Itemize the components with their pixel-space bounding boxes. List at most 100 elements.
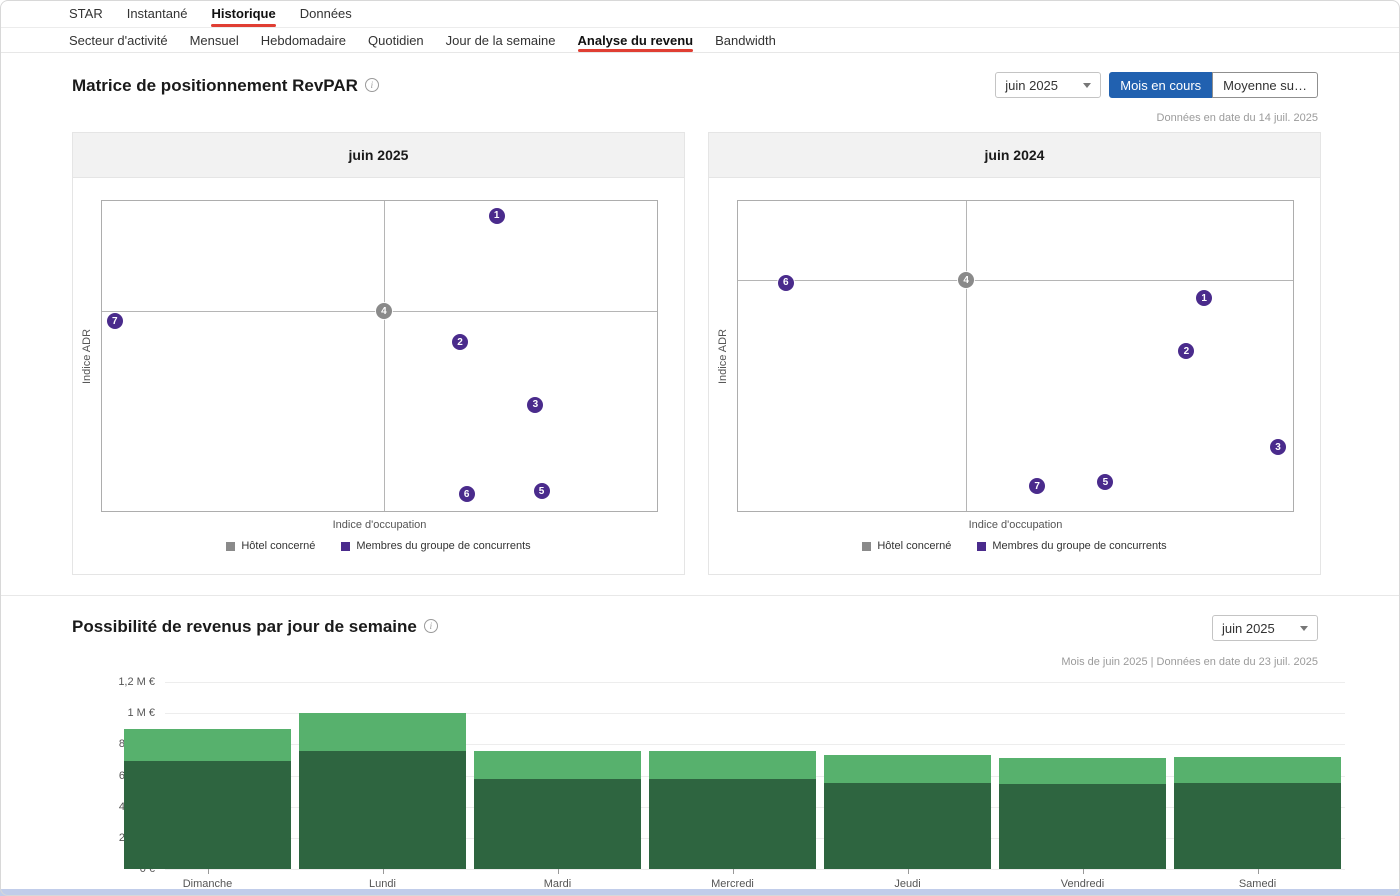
bar-dimanche[interactable]	[120, 682, 295, 869]
x-axis-label-vendredi: Vendredi	[1060, 878, 1105, 890]
sub-nav: Secteur d'activité Mensuel Hebdomadaire …	[0, 28, 1400, 53]
weekday-revenue-title: Possibilité de revenus par jour de semai…	[72, 617, 438, 637]
toggle-moyenne[interactable]: Moyenne su…	[1212, 72, 1318, 98]
x-axis-label-dimanche: Dimanche	[182, 878, 233, 890]
month-select[interactable]: juin 2025	[995, 72, 1102, 98]
scatter-plot-current: 1 2 3 4 5 6 7	[101, 200, 658, 512]
bar-area	[120, 682, 1345, 869]
bar-lundi[interactable]	[295, 682, 470, 869]
subject-hotel-point-4[interactable]: 4	[375, 303, 392, 320]
scatter-legend: Hôtel concerné Membres du groupe de conc…	[73, 540, 684, 552]
x-axis-tick	[207, 869, 209, 874]
compset-point-1[interactable]: 1	[1196, 290, 1213, 307]
subtab-mensuel[interactable]: Mensuel	[189, 32, 239, 48]
y-axis-label: Indice ADR	[717, 328, 729, 384]
bar-mercredi[interactable]	[645, 682, 820, 869]
compset-point-3[interactable]: 3	[527, 396, 544, 413]
legend-item-subject: Hôtel concerné	[862, 540, 951, 552]
bottom-strip	[0, 889, 1400, 896]
quadrant-line-horizontal	[738, 280, 1293, 282]
bar-segment-bottom[interactable]	[824, 782, 991, 869]
tab-instantane[interactable]: Instantané	[126, 6, 188, 21]
x-axis-label-lundi: Lundi	[369, 878, 396, 890]
legend-subject-label: Hôtel concerné	[241, 540, 316, 552]
scatter-panel-prior-body: Indice ADR 1 2 3 4 5 6 7 Indice d'occupation H…	[709, 178, 1320, 574]
revpar-matrix-title-text: Matrice de positionnement RevPAR	[72, 76, 358, 95]
x-axis-label-samedi: Samedi	[1238, 878, 1277, 890]
legend-item-subject: Hôtel concerné	[226, 540, 315, 552]
x-axis-tick	[557, 869, 559, 874]
bar-segment-top[interactable]	[474, 750, 641, 779]
bar-segment-top[interactable]	[824, 755, 991, 783]
weekday-as-of-note: Mois de juin 2025 | Données en date du 2…	[1061, 656, 1318, 668]
revpar-matrix-controls: juin 2025 Mois en cours Moyenne su…	[995, 72, 1318, 98]
gridline	[165, 744, 1345, 746]
bar-segment-bottom[interactable]	[474, 778, 641, 869]
y-axis-label: Indice ADR	[81, 328, 93, 384]
section-divider	[0, 595, 1400, 596]
weekday-revenue-bar-chart: 1,2 M €1 M €800 k €600 k €400 k €200 k €…	[0, 670, 1400, 896]
subject-swatch	[226, 541, 236, 551]
bar-segment-top[interactable]	[1174, 756, 1341, 784]
compset-swatch	[341, 541, 351, 551]
as-of-note: Données en date du 14 juil. 2025	[1156, 112, 1318, 124]
subtab-hebdomadaire[interactable]: Hebdomadaire	[260, 32, 347, 48]
compset-point-6[interactable]: 6	[777, 274, 794, 291]
bar-segment-bottom[interactable]	[1174, 783, 1341, 869]
x-axis-label-jeudi: Jeudi	[894, 878, 921, 890]
info-icon[interactable]: i	[423, 619, 438, 633]
tab-star[interactable]: STAR	[69, 6, 103, 21]
compset-point-5[interactable]: 5	[533, 483, 550, 500]
tab-historique[interactable]: Historique	[211, 0, 277, 27]
subject-swatch	[862, 541, 872, 551]
y-axis-tick-label: 1,2 M €	[118, 676, 155, 688]
bar-jeudi[interactable]	[820, 682, 995, 869]
subtab-analyse-du-revenu[interactable]: Analyse du revenu	[577, 28, 693, 52]
scatter-panel-prior-year: juin 2024 Indice ADR 1 2 3 4 5 6 7 Indice d'oc…	[708, 132, 1321, 575]
scatter-panel-prior-header: juin 2024	[709, 133, 1320, 178]
compset-point-2[interactable]: 2	[451, 334, 468, 351]
x-axis-tick	[382, 869, 384, 874]
legend-item-compset: Membres du groupe de concurrents	[341, 540, 531, 552]
x-axis-tick	[907, 869, 909, 874]
compset-point-7[interactable]: 7	[1029, 478, 1046, 495]
subtab-jour-de-la-semaine[interactable]: Jour de la semaine	[445, 32, 556, 48]
subtab-bandwidth[interactable]: Bandwidth	[715, 32, 776, 48]
bar-vendredi[interactable]	[995, 682, 1170, 869]
scatter-legend: Hôtel concerné Membres du groupe de conc…	[709, 540, 1320, 552]
compset-point-7[interactable]: 7	[106, 313, 123, 330]
bar-segment-bottom[interactable]	[124, 761, 291, 869]
gridline	[165, 682, 1345, 683]
subtab-secteur-activite[interactable]: Secteur d'activité	[69, 32, 168, 48]
bar-samedi[interactable]	[1170, 682, 1345, 869]
top-nav: STAR Instantané Historique Données	[0, 0, 1400, 28]
legend-compset-label: Membres du groupe de concurrents	[992, 540, 1167, 552]
info-icon[interactable]: i	[364, 78, 379, 92]
compset-point-6[interactable]: 6	[458, 486, 475, 503]
quadrant-line-vertical	[966, 201, 968, 511]
month-select[interactable]: juin 2025	[1212, 615, 1318, 641]
bar-segment-bottom[interactable]	[999, 784, 1166, 869]
bar-segment-bottom[interactable]	[649, 779, 816, 869]
month-select-value: juin 2025	[1222, 620, 1275, 636]
revpar-matrix-title: Matrice de positionnement RevPAR i	[72, 76, 379, 96]
compset-point-1[interactable]: 1	[488, 207, 505, 224]
bar-segment-top[interactable]	[124, 728, 291, 762]
x-axis-label: Indice d'occupation	[968, 519, 1063, 531]
legend-item-compset: Membres du groupe de concurrents	[977, 540, 1167, 552]
compset-point-5[interactable]: 5	[1097, 474, 1114, 491]
tab-donnees[interactable]: Données	[299, 6, 352, 21]
compset-point-3[interactable]: 3	[1270, 439, 1286, 456]
gridline	[165, 869, 1345, 870]
compset-point-2[interactable]: 2	[1178, 343, 1195, 360]
subtab-quotidien[interactable]: Quotidien	[368, 32, 424, 48]
bar-segment-top[interactable]	[299, 713, 466, 751]
subject-hotel-point-4[interactable]: 4	[958, 272, 975, 289]
gridline	[165, 713, 1345, 715]
bar-mardi[interactable]	[470, 682, 645, 869]
toggle-mois-en-cours[interactable]: Mois en cours	[1109, 72, 1213, 98]
bar-segment-top[interactable]	[649, 750, 816, 780]
scatter-panel-current-header: juin 2025	[73, 133, 684, 178]
bar-segment-bottom[interactable]	[299, 750, 466, 869]
bar-segment-top[interactable]	[999, 757, 1166, 785]
